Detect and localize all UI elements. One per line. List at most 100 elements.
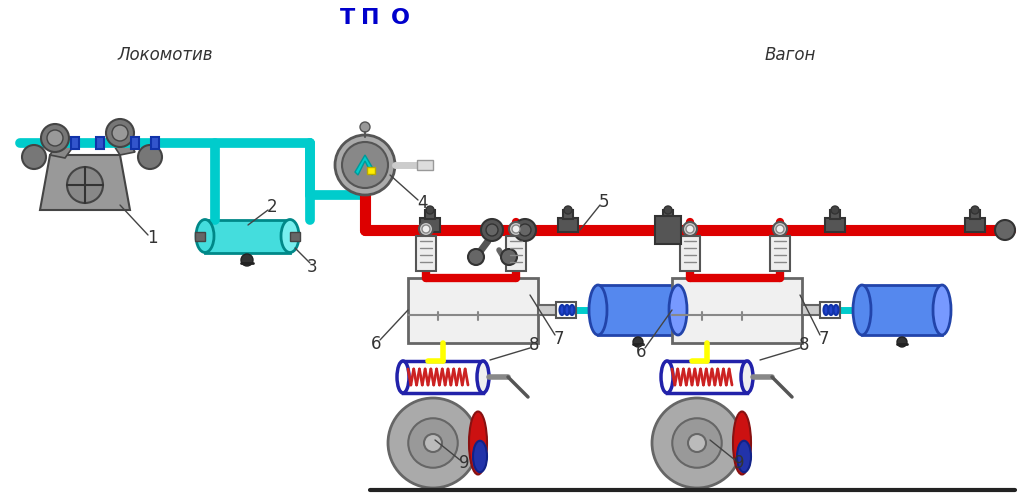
Circle shape bbox=[773, 222, 787, 236]
Bar bbox=[862, 285, 942, 335]
Text: 7: 7 bbox=[819, 330, 829, 348]
Bar bbox=[556, 302, 575, 318]
Bar bbox=[655, 216, 681, 244]
Bar bbox=[598, 285, 678, 335]
Circle shape bbox=[514, 219, 536, 241]
Ellipse shape bbox=[828, 305, 834, 315]
Bar bbox=[538, 305, 556, 315]
Circle shape bbox=[486, 224, 498, 236]
Ellipse shape bbox=[662, 361, 673, 393]
Bar bbox=[425, 210, 435, 219]
Ellipse shape bbox=[589, 285, 607, 335]
Circle shape bbox=[47, 130, 63, 146]
Circle shape bbox=[652, 398, 742, 488]
Circle shape bbox=[22, 145, 46, 169]
Circle shape bbox=[409, 418, 458, 468]
Circle shape bbox=[633, 337, 643, 347]
Bar bbox=[96, 137, 104, 149]
Circle shape bbox=[106, 119, 134, 147]
Circle shape bbox=[776, 225, 784, 233]
Circle shape bbox=[422, 225, 430, 233]
Polygon shape bbox=[106, 130, 135, 155]
Circle shape bbox=[426, 206, 434, 214]
Bar bbox=[680, 236, 700, 271]
Circle shape bbox=[686, 225, 694, 233]
Text: П: П bbox=[360, 8, 379, 28]
Text: 1: 1 bbox=[146, 229, 158, 247]
Circle shape bbox=[897, 337, 907, 347]
Ellipse shape bbox=[559, 305, 564, 315]
Circle shape bbox=[41, 124, 69, 152]
Ellipse shape bbox=[477, 361, 489, 393]
Bar bbox=[195, 232, 205, 241]
Circle shape bbox=[995, 220, 1015, 240]
Ellipse shape bbox=[569, 305, 574, 315]
Polygon shape bbox=[40, 155, 130, 210]
Circle shape bbox=[138, 145, 162, 169]
Circle shape bbox=[481, 219, 503, 241]
Bar bbox=[770, 236, 790, 271]
Circle shape bbox=[831, 206, 839, 214]
Ellipse shape bbox=[564, 305, 569, 315]
Polygon shape bbox=[355, 155, 375, 175]
Bar bbox=[290, 232, 300, 241]
Ellipse shape bbox=[853, 285, 871, 335]
Ellipse shape bbox=[834, 305, 839, 315]
Bar bbox=[131, 137, 139, 149]
Circle shape bbox=[342, 142, 388, 188]
Bar bbox=[506, 236, 526, 271]
Bar bbox=[663, 210, 673, 219]
Text: 9: 9 bbox=[734, 454, 744, 472]
Bar bbox=[970, 210, 980, 219]
Ellipse shape bbox=[737, 441, 751, 472]
Bar bbox=[563, 210, 573, 219]
Circle shape bbox=[672, 418, 722, 468]
Text: 9: 9 bbox=[459, 454, 469, 472]
Polygon shape bbox=[50, 135, 78, 158]
Circle shape bbox=[335, 135, 395, 195]
Circle shape bbox=[519, 224, 531, 236]
Circle shape bbox=[564, 206, 572, 214]
Bar bbox=[825, 218, 845, 232]
Bar bbox=[367, 167, 375, 174]
Ellipse shape bbox=[397, 361, 409, 393]
Bar bbox=[658, 218, 678, 232]
Circle shape bbox=[424, 434, 442, 452]
Text: 3: 3 bbox=[306, 258, 317, 276]
Bar bbox=[416, 236, 436, 271]
Circle shape bbox=[388, 398, 478, 488]
Text: 6: 6 bbox=[371, 335, 381, 353]
Bar bbox=[417, 160, 433, 170]
Ellipse shape bbox=[733, 411, 751, 474]
Ellipse shape bbox=[473, 441, 487, 472]
Text: О: О bbox=[390, 8, 410, 28]
Bar bbox=[802, 305, 820, 315]
Bar bbox=[420, 218, 440, 232]
Text: 8: 8 bbox=[799, 336, 809, 354]
Text: Т: Т bbox=[340, 8, 355, 28]
Circle shape bbox=[67, 167, 103, 203]
Circle shape bbox=[468, 249, 484, 265]
Text: Локомотив: Локомотив bbox=[118, 46, 213, 64]
Ellipse shape bbox=[469, 411, 487, 474]
Circle shape bbox=[501, 249, 517, 265]
Bar bbox=[408, 278, 538, 343]
Circle shape bbox=[688, 434, 706, 452]
Ellipse shape bbox=[741, 361, 753, 393]
Ellipse shape bbox=[196, 219, 214, 253]
Ellipse shape bbox=[933, 285, 951, 335]
Bar bbox=[820, 302, 840, 318]
Circle shape bbox=[419, 222, 433, 236]
Circle shape bbox=[971, 206, 979, 214]
Bar bbox=[558, 218, 578, 232]
Ellipse shape bbox=[823, 305, 828, 315]
Circle shape bbox=[241, 254, 253, 266]
Bar bbox=[71, 137, 79, 149]
Text: 6: 6 bbox=[636, 343, 646, 361]
Bar bbox=[830, 210, 840, 219]
Bar bbox=[205, 220, 290, 253]
Circle shape bbox=[360, 122, 370, 132]
Circle shape bbox=[112, 125, 128, 141]
Circle shape bbox=[512, 225, 520, 233]
Circle shape bbox=[509, 222, 523, 236]
